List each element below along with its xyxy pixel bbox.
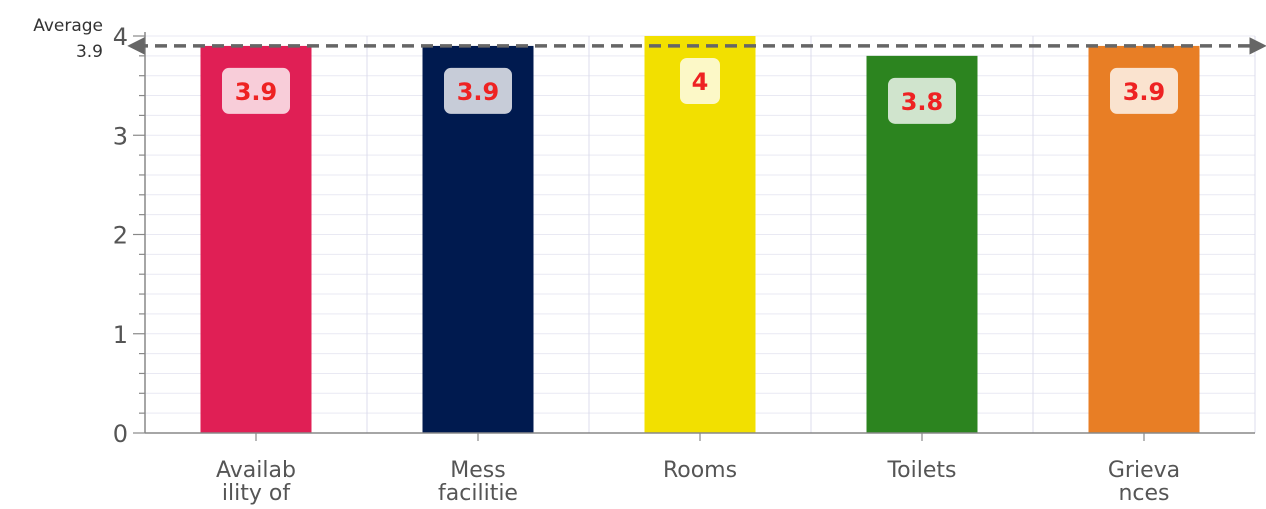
average-label: Average [33, 16, 103, 36]
category-label: nces [1118, 481, 1169, 506]
category-label: ility of [222, 481, 291, 506]
category-label: facilitie [438, 481, 518, 506]
value-label: 4 [692, 68, 709, 96]
value-label: 3.8 [901, 88, 944, 116]
y-tick-label: 0 [113, 420, 128, 448]
y-tick-label: 1 [113, 321, 128, 349]
category-label: Availab [216, 458, 296, 483]
value-label: 3.9 [235, 78, 278, 106]
value-label-box [888, 77, 956, 124]
average-line-group: Average 3.9 [33, 16, 1266, 62]
value-label-box [444, 67, 512, 114]
y-tick-label: 3 [113, 122, 128, 150]
y-tick-label: 2 [113, 222, 128, 250]
category-label: Grieva [1108, 458, 1180, 483]
value-label-box [222, 67, 290, 114]
y-tick-label: 4 [113, 23, 128, 51]
category-label: Rooms [663, 458, 737, 483]
category-label: Mess [450, 458, 505, 483]
value-label-box [1110, 67, 1178, 114]
average-value-label: 3.9 [76, 42, 103, 62]
value-label-box [680, 58, 720, 104]
category-label: Toilets [886, 458, 956, 483]
value-label: 3.9 [1123, 78, 1166, 106]
value-label: 3.9 [457, 78, 500, 106]
axes: 0 1 2 3 4 [113, 23, 1255, 448]
